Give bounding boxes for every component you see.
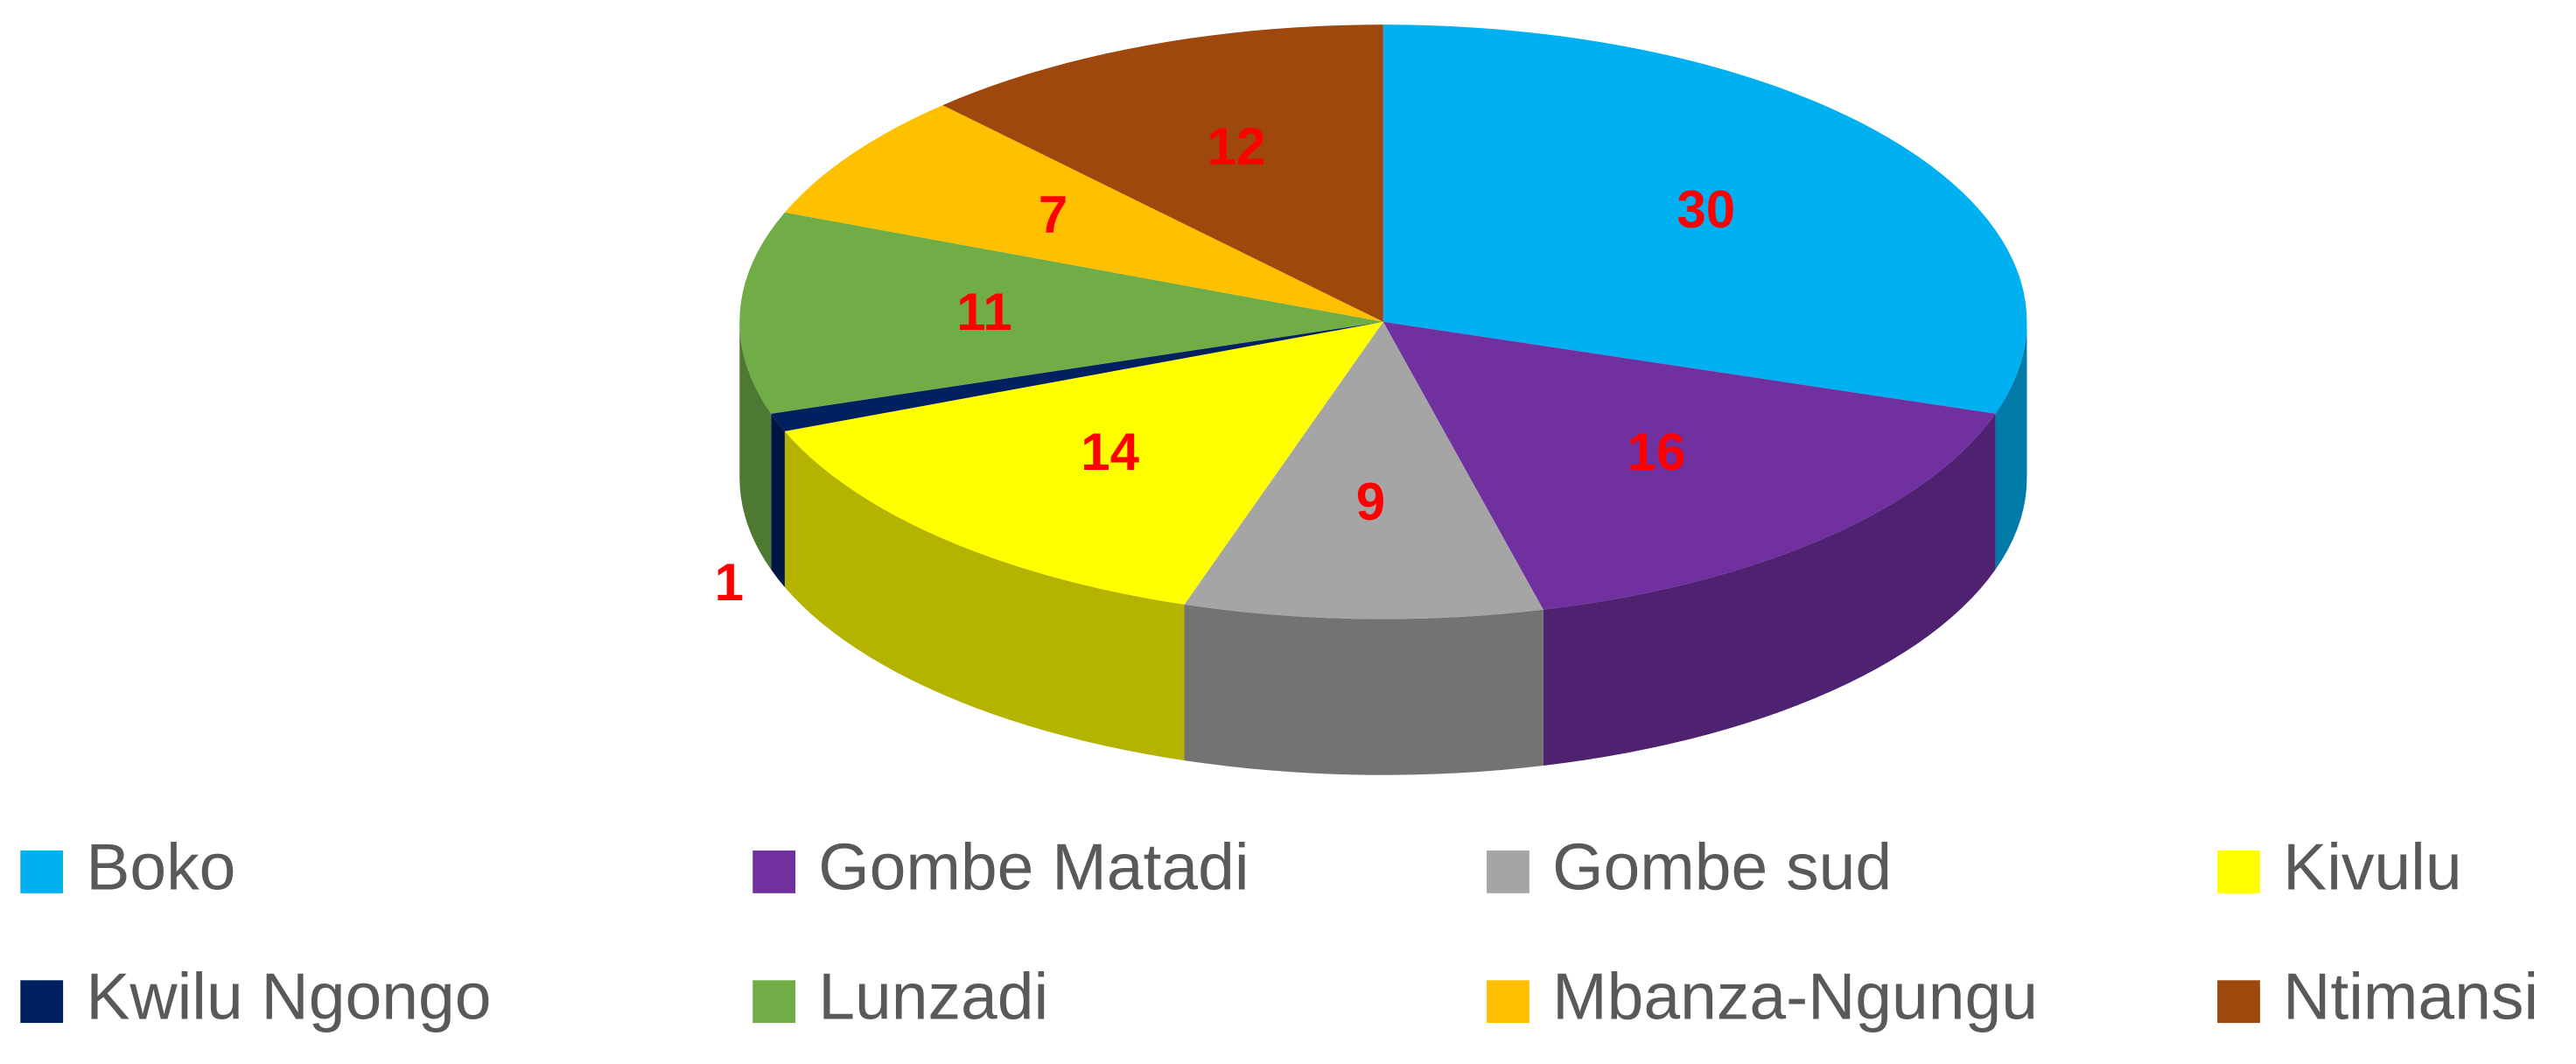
slice-top <box>1382 24 2027 414</box>
data-label: 16 <box>1628 423 1686 481</box>
slice-side <box>739 321 772 570</box>
slice-top <box>942 24 1383 322</box>
slice-side <box>771 413 785 588</box>
legend-label: Kwilu Ngongo <box>86 960 491 1033</box>
legend-swatch <box>20 980 64 1024</box>
legend-label: Mbanza-Ngungu <box>1552 960 2038 1033</box>
data-label: 11 <box>956 283 1012 341</box>
slice-top <box>771 321 1383 431</box>
legend-swatch <box>2217 850 2260 893</box>
legend-label: Boko <box>86 830 235 903</box>
legend-swatch <box>20 850 64 893</box>
slice-top <box>784 321 1383 605</box>
legend-label: Gombe sud <box>1552 830 1892 903</box>
legend-swatch <box>1487 850 1530 893</box>
slice <box>771 321 1383 588</box>
data-label: 30 <box>1676 180 1735 239</box>
slice <box>739 212 1383 570</box>
legend-swatch <box>752 980 796 1024</box>
slice-side <box>1184 604 1544 775</box>
legend-label: Kivulu <box>2283 830 2461 903</box>
legend-swatch <box>752 850 796 893</box>
slice <box>1382 24 2027 570</box>
slice-side <box>1995 321 2027 570</box>
data-label: 12 <box>1208 117 1266 176</box>
slice-top <box>1382 321 1996 610</box>
data-label: 14 <box>1081 423 1139 481</box>
data-label: 1 <box>715 553 744 612</box>
slice-top <box>1184 321 1544 620</box>
legend-swatch <box>2217 980 2260 1024</box>
slice-side <box>1543 413 1996 766</box>
slice-side <box>784 430 1185 761</box>
slice <box>784 321 1383 761</box>
legend-label: Ntimansi <box>2283 960 2538 1033</box>
slice <box>1382 321 1996 766</box>
legend-swatch <box>1487 980 1530 1024</box>
slice <box>1184 321 1544 775</box>
legend-label: Gombe Matadi <box>818 830 1249 903</box>
slice <box>942 24 1383 322</box>
slice <box>784 105 1383 322</box>
slice-top <box>784 105 1383 322</box>
data-label: 7 <box>1039 185 1068 243</box>
legend-label: Lunzadi <box>818 960 1048 1033</box>
slice-top <box>739 212 1383 414</box>
data-label: 9 <box>1356 472 1385 531</box>
